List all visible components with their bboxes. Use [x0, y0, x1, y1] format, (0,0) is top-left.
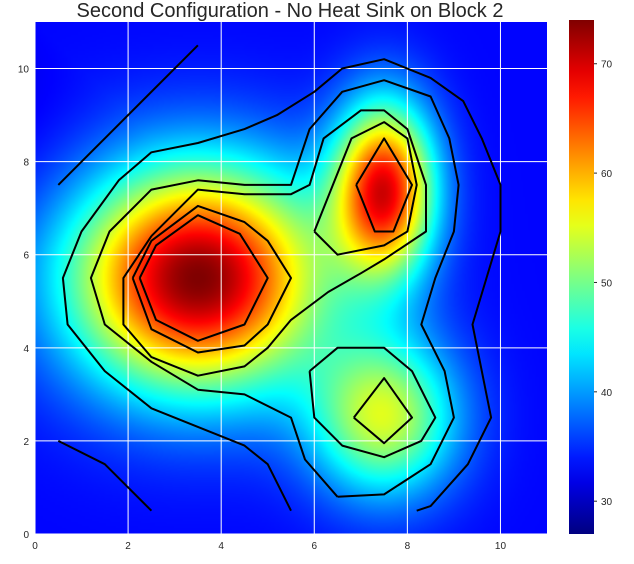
grid-lines — [35, 22, 547, 534]
y-tick-label: 8 — [23, 158, 29, 169]
contour-line — [89, 79, 460, 498]
contour-line — [122, 109, 427, 377]
contour-lines — [57, 44, 502, 512]
contour-line — [313, 121, 418, 256]
colorbar-tick-label: 70 — [601, 60, 613, 71]
colorbar-tick-label: 50 — [601, 278, 613, 289]
x-tick-label: 8 — [405, 541, 411, 552]
x-axis-ticks: 0 2 4 6 8 10 — [32, 541, 506, 552]
y-tick-label: 0 — [23, 530, 29, 541]
contour-line — [353, 377, 413, 445]
x-tick-label: 10 — [495, 541, 507, 552]
x-tick-label: 4 — [218, 541, 224, 552]
colorbar-tick-label: 30 — [601, 497, 613, 508]
x-tick-label: 6 — [311, 541, 317, 552]
y-tick-label: 4 — [23, 344, 29, 355]
colorbar-tick-label: 60 — [601, 169, 613, 180]
y-axis-ticks: 0 2 4 6 8 10 — [18, 65, 30, 541]
chart-title: Second Configuration - No Heat Sink on B… — [77, 0, 504, 22]
y-tick-label: 2 — [23, 437, 29, 448]
x-tick-label: 2 — [125, 541, 131, 552]
y-tick-label: 10 — [18, 65, 30, 76]
colorbar-ticks: 30 40 50 60 70 — [594, 60, 613, 508]
contour-line — [131, 204, 292, 354]
x-tick-label: 0 — [32, 541, 38, 552]
contour-line — [308, 346, 437, 459]
colorbar-tick-label: 40 — [601, 388, 613, 399]
contour-line — [138, 214, 269, 342]
contour-line — [57, 440, 153, 512]
contour-line — [61, 58, 502, 512]
contour-line — [355, 137, 413, 233]
colorbar — [569, 20, 594, 534]
y-tick-label: 6 — [23, 251, 29, 262]
contour-line — [57, 44, 199, 186]
